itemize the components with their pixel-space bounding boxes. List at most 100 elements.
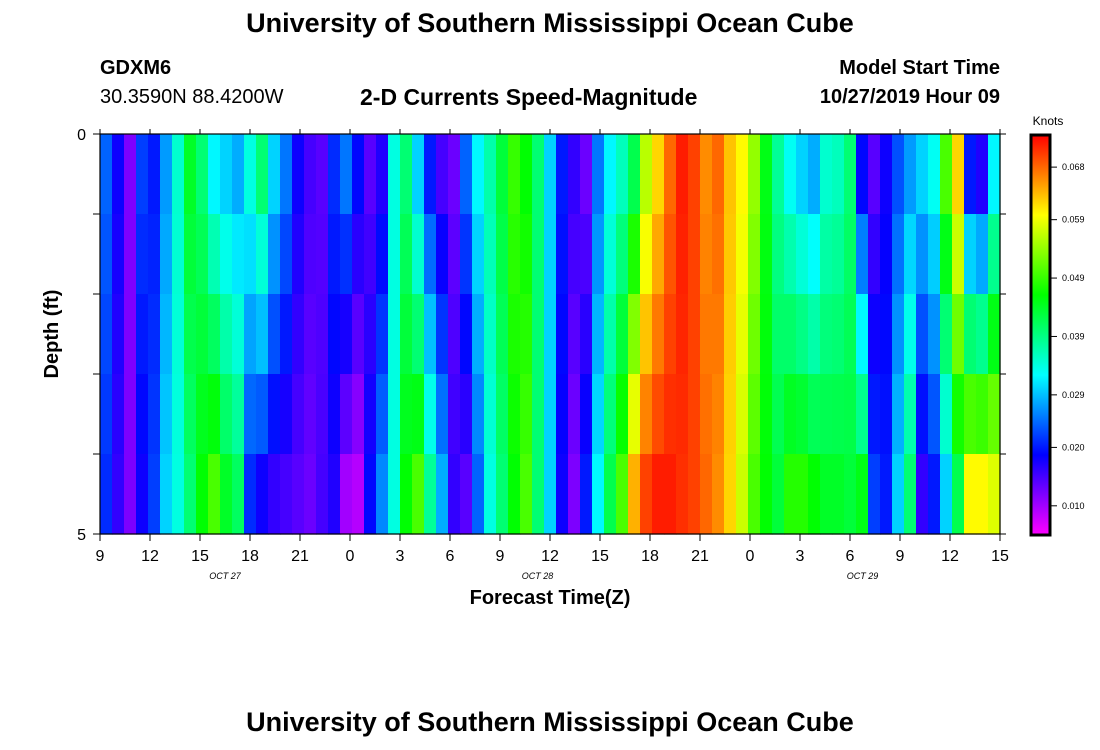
- heatmap-cell: [520, 454, 533, 535]
- heatmap-cell: [208, 374, 221, 455]
- heatmap-cell: [652, 134, 665, 215]
- colorbar-tick-label: 0.049: [1062, 273, 1085, 283]
- heatmap-cell: [976, 454, 989, 535]
- heatmap-cell: [472, 134, 485, 215]
- heatmap-cell: [880, 134, 893, 215]
- heatmap-cell: [256, 294, 269, 375]
- heatmap-cell: [712, 454, 725, 535]
- heatmap-cell: [916, 374, 929, 455]
- colorbar-tick-label: 0.029: [1062, 390, 1085, 400]
- heatmap-cell: [160, 214, 173, 295]
- heatmap-cell: [316, 374, 329, 455]
- heatmap-cell: [412, 214, 425, 295]
- x-tick-label: 21: [291, 548, 309, 565]
- heatmap-cell: [592, 294, 605, 375]
- heatmap-cell: [904, 134, 917, 215]
- heatmap-cell: [592, 374, 605, 455]
- heatmap-cell: [328, 214, 341, 295]
- heatmap-cell: [568, 374, 581, 455]
- heatmap-cell: [712, 294, 725, 375]
- heatmap-cell: [148, 294, 161, 375]
- heatmap-cell: [736, 374, 749, 455]
- heatmap-cell: [688, 134, 701, 215]
- heatmap-cell: [532, 454, 545, 535]
- heatmap-cell: [184, 374, 197, 455]
- heatmap-cell: [280, 374, 293, 455]
- heatmap-cell: [280, 214, 293, 295]
- heatmap-cell: [616, 294, 629, 375]
- heatmap-cell: [928, 374, 941, 455]
- heatmap-cell: [964, 134, 977, 215]
- heatmap-cell: [724, 214, 737, 295]
- x-tick-label: 12: [941, 548, 959, 565]
- heatmap-cell: [712, 214, 725, 295]
- heatmap-cell: [652, 294, 665, 375]
- heatmap-cell: [676, 134, 689, 215]
- heatmap-cell: [436, 214, 449, 295]
- heatmap-cell: [220, 214, 233, 295]
- heatmap-cell: [796, 294, 809, 375]
- heatmap-cell: [784, 454, 797, 535]
- heatmap-cell: [136, 454, 149, 535]
- heatmap-cell: [844, 374, 857, 455]
- heatmap-cell: [100, 214, 113, 295]
- heatmap-cell: [172, 454, 185, 535]
- heatmap-cell: [484, 374, 497, 455]
- plot-frame: [99, 133, 1001, 535]
- heatmap-cell: [604, 374, 617, 455]
- heatmap-cell: [592, 454, 605, 535]
- heatmap-cell: [244, 294, 257, 375]
- heatmap-cell: [676, 214, 689, 295]
- heatmap-cell: [436, 294, 449, 375]
- heatmap-cell: [916, 294, 929, 375]
- heatmap-cell: [580, 374, 593, 455]
- heatmap-cell: [460, 214, 473, 295]
- heatmap-cell: [520, 374, 533, 455]
- heatmap-cell: [400, 294, 413, 375]
- heatmap-cell: [688, 454, 701, 535]
- heatmap-cell: [796, 454, 809, 535]
- heatmap-cell: [868, 294, 881, 375]
- station-id: GDXM6: [100, 57, 172, 79]
- heatmap-cell: [292, 134, 305, 215]
- heatmap-cell: [184, 134, 197, 215]
- colorbar-tick-label: 0.059: [1062, 215, 1085, 225]
- heatmap-cell: [640, 374, 653, 455]
- heatmap-cell: [892, 294, 905, 375]
- heatmap-cell: [220, 454, 233, 535]
- heatmap-cell: [616, 374, 629, 455]
- heatmap-cell: [868, 214, 881, 295]
- heatmap-cell: [280, 454, 293, 535]
- heatmap-cells: [100, 134, 1001, 535]
- heatmap-cell: [868, 134, 881, 215]
- heatmap-cell: [976, 134, 989, 215]
- heatmap-cell: [760, 454, 773, 535]
- heatmap-cell: [724, 134, 737, 215]
- heatmap-cell: [400, 134, 413, 215]
- heatmap-cell: [676, 374, 689, 455]
- heatmap-cell: [172, 214, 185, 295]
- heatmap-cell: [664, 294, 677, 375]
- heatmap-cell: [280, 134, 293, 215]
- heatmap-cell: [100, 374, 113, 455]
- heatmap-cell: [928, 294, 941, 375]
- heatmap-cell: [844, 454, 857, 535]
- heatmap-cell: [700, 374, 713, 455]
- heatmap-cell: [832, 374, 845, 455]
- heatmap-cell: [736, 454, 749, 535]
- heatmap-cell: [628, 214, 641, 295]
- colorbar-tick-label: 0.010: [1062, 501, 1085, 511]
- heatmap-cell: [268, 294, 281, 375]
- heatmap-cell: [760, 294, 773, 375]
- heatmap-cell: [916, 214, 929, 295]
- heatmap-cell: [772, 454, 785, 535]
- heatmap-cell: [880, 374, 893, 455]
- heatmap-cell: [256, 134, 269, 215]
- heatmap-cell: [100, 134, 113, 215]
- heatmap-cell: [820, 374, 833, 455]
- x-tick-label: 3: [396, 548, 405, 565]
- heatmap-cell: [604, 294, 617, 375]
- heatmap-cell: [952, 454, 965, 535]
- heatmap-cell: [484, 454, 497, 535]
- heatmap-cell: [808, 374, 821, 455]
